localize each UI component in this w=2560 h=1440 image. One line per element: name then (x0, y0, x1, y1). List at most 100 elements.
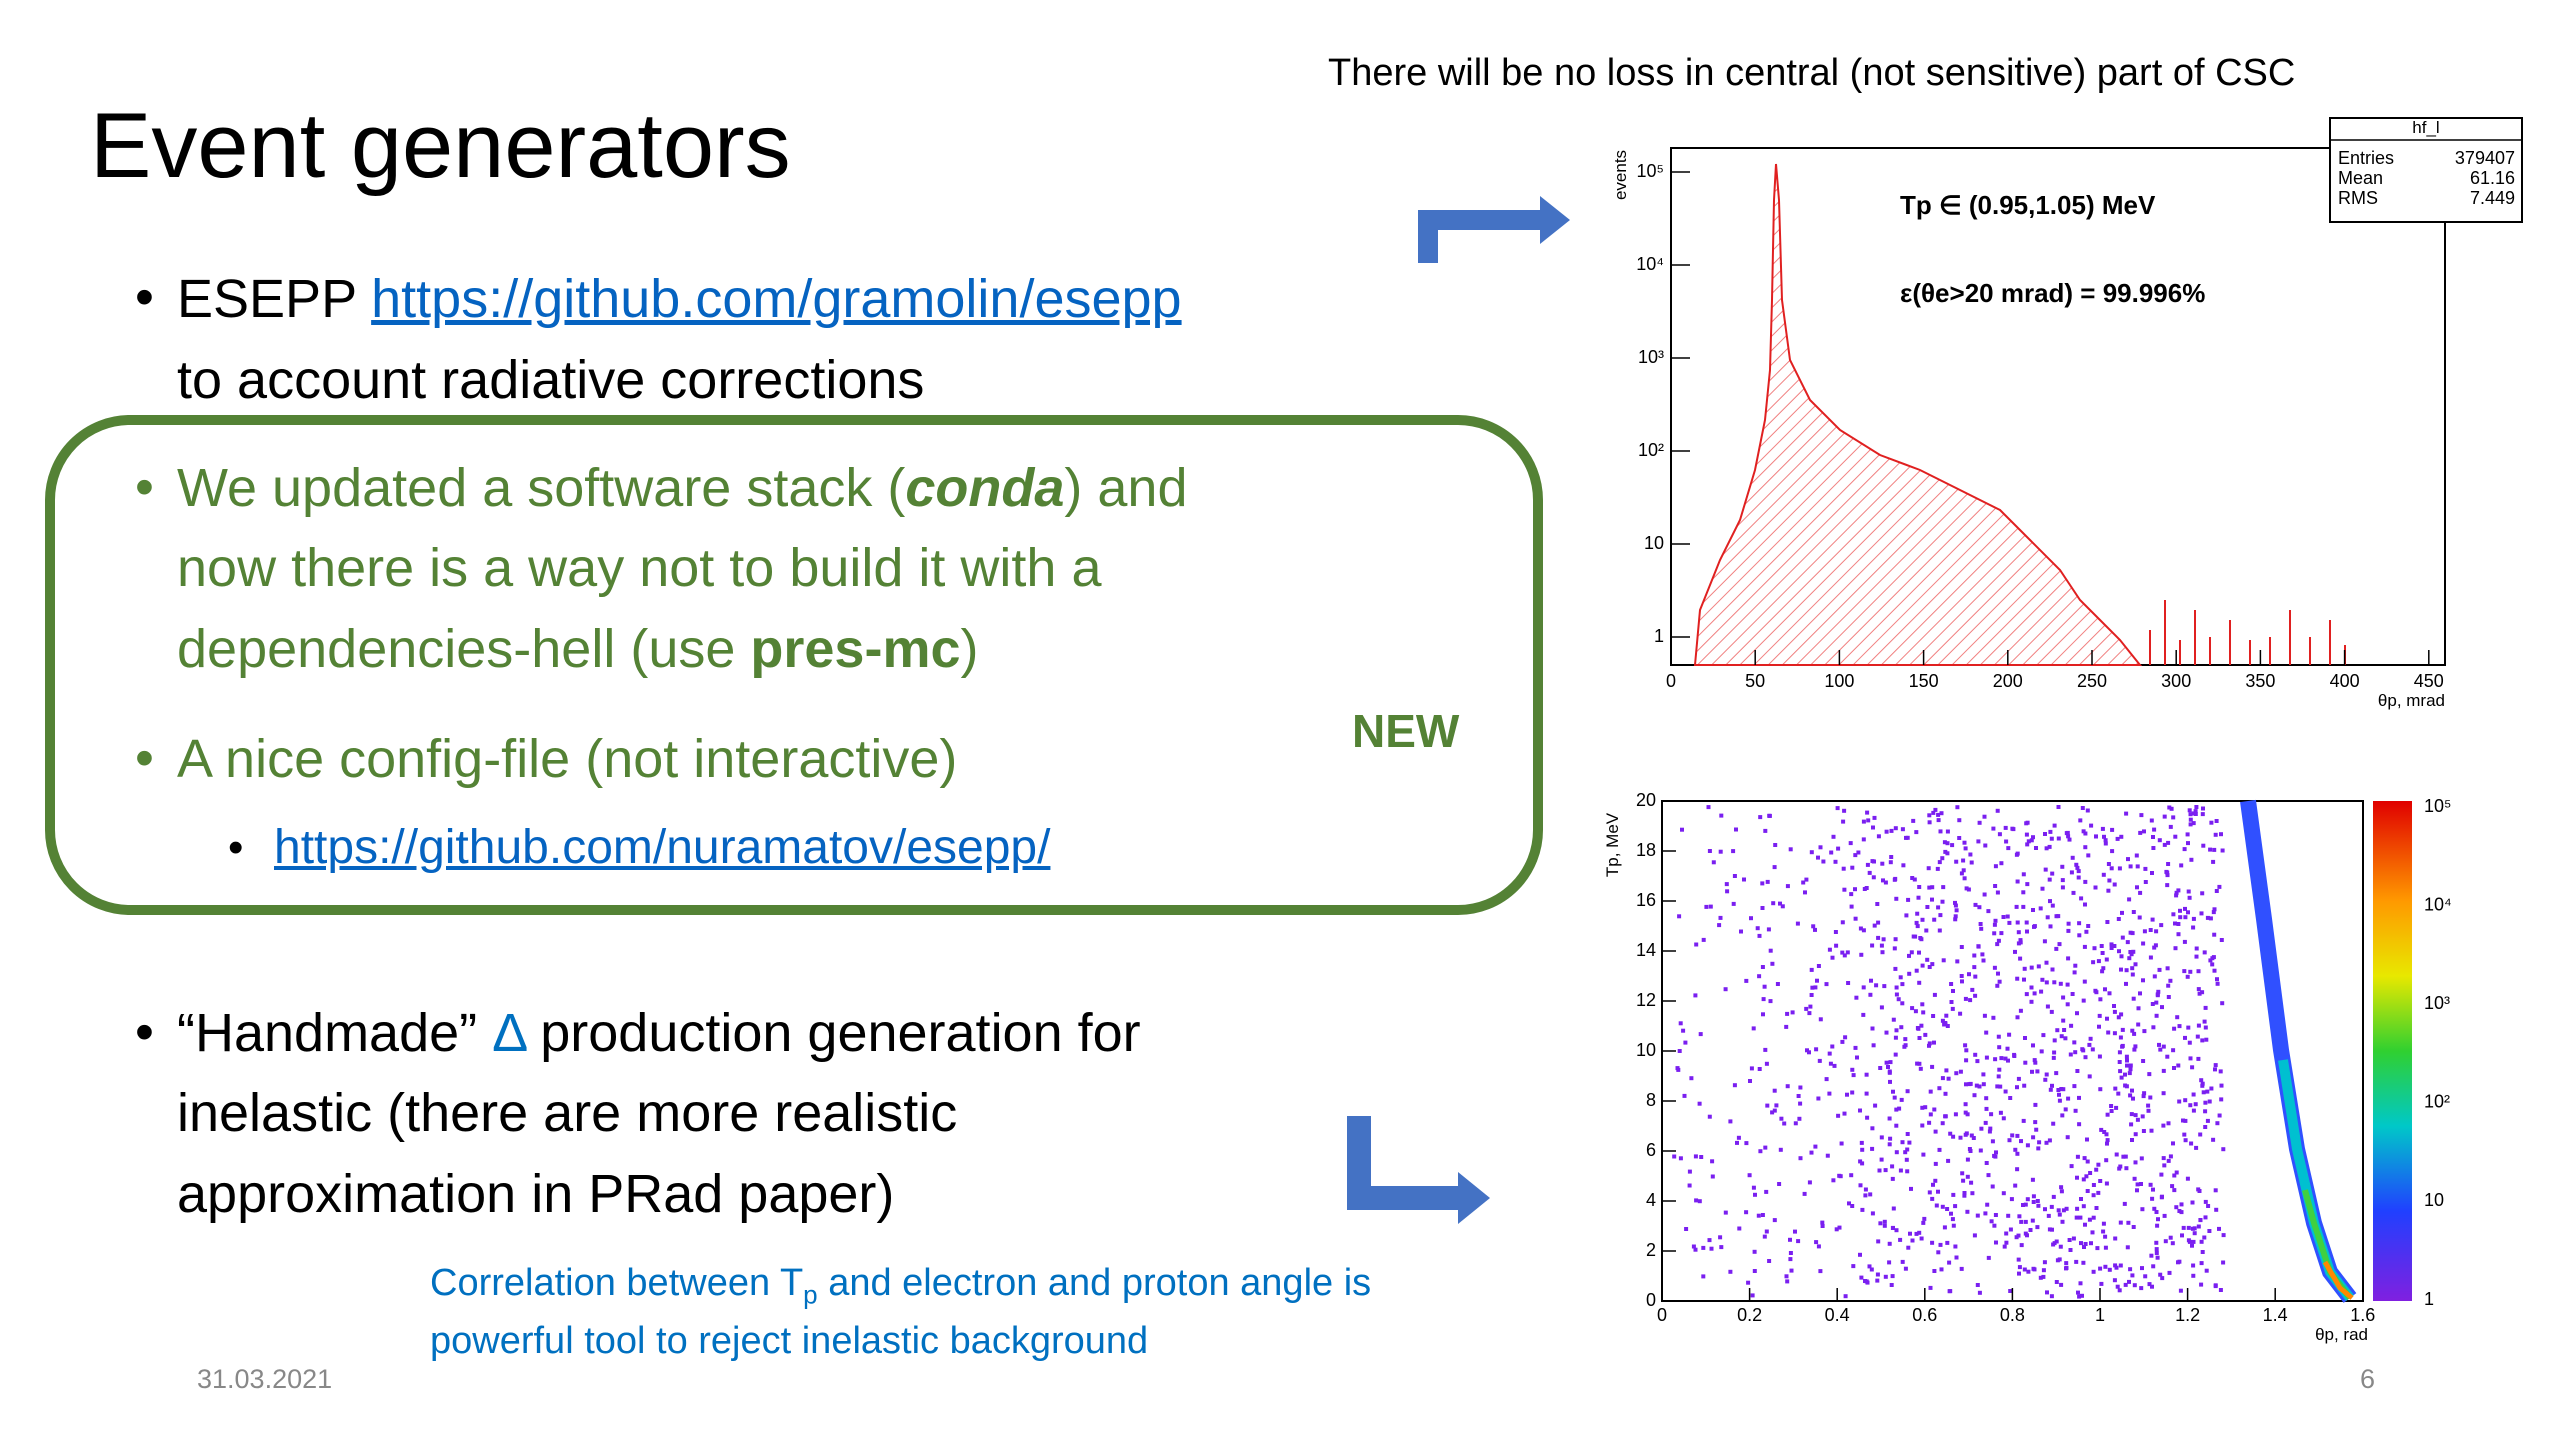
scatter-point (2157, 838, 2162, 843)
scatter-point (2219, 938, 2224, 942)
scatter-point (2172, 1066, 2176, 1070)
scatter-point (1932, 917, 1937, 922)
scatter-point (1999, 931, 2004, 936)
scatter-point (1731, 901, 1736, 906)
scatter-point (2171, 1048, 2176, 1053)
scatter-point (2025, 929, 2029, 934)
scatter-point (1858, 1108, 1862, 1113)
scatter-point (1905, 1089, 1910, 1094)
scatter-point (1975, 1059, 1980, 1064)
scatter-point (1693, 1154, 1698, 1159)
scatter-point (1772, 865, 1777, 870)
scatter-point (1728, 1269, 1733, 1274)
arrow-head (1540, 196, 1570, 244)
scatter-point (1978, 922, 1983, 926)
scatter-point (1870, 1211, 1875, 1216)
scatter-point (2124, 981, 2128, 986)
scatter-point (2075, 1175, 2079, 1180)
scatter-point (1958, 1069, 1963, 1074)
scatter-point (2068, 1248, 2073, 1252)
scatter-point (2138, 991, 2142, 996)
scatter-point (1953, 917, 1958, 922)
scatter-point (1991, 826, 1996, 831)
scatter-point (2116, 1015, 2121, 1020)
scatter-point (2220, 1001, 2225, 1006)
link[interactable]: https://github.com/nuramatov/esepp/ (274, 821, 1051, 874)
scatter-point (1903, 1037, 1908, 1042)
scatter-point (1718, 849, 1723, 854)
scatter-point (2008, 1227, 2013, 1232)
scatter-point (2151, 1187, 2155, 1192)
scatter-point (1691, 1244, 1696, 1249)
scatter-point (2130, 1028, 2135, 1033)
scatter-point (2208, 916, 2213, 921)
scatter-point (1921, 1152, 1926, 1157)
scatter-point (2096, 959, 2101, 964)
scatter-point (2201, 1090, 2206, 1095)
scatter-point (1898, 1168, 1903, 1173)
scatter-point (1943, 1091, 1948, 1096)
scatter-point (2098, 1087, 2103, 1092)
scatter-point (1793, 1121, 1798, 1126)
scatter-point (2196, 1187, 2201, 1192)
scatter-point (2049, 836, 2054, 841)
histogram-tail (2149, 600, 2346, 665)
scatter-point (1839, 1141, 1844, 1146)
scatter-point (1894, 896, 1899, 901)
tick-label: 0.8 (2000, 1305, 2025, 1325)
scatter-point (2032, 1058, 2037, 1063)
scatter-point (1917, 1230, 1922, 1235)
scatter-point (1986, 1255, 1991, 1260)
scatter-point (1894, 1107, 1899, 1112)
scatter-point (2136, 1022, 2141, 1027)
scatter-point (2109, 1104, 2114, 1108)
text: conda (905, 458, 1065, 518)
scatter-point (2154, 1013, 2159, 1018)
scatter-point (1979, 926, 1984, 931)
scatter-point (2161, 1156, 2166, 1161)
scatter-point (2188, 969, 2193, 974)
x-axis-label: θp, rad (2315, 1325, 2368, 1344)
scatter-point (2149, 1253, 2154, 1258)
scatter-point (1989, 1219, 1994, 1224)
tick-label: 10² (2424, 1092, 2450, 1112)
scatter-point (1831, 834, 1836, 839)
scatter-point (1833, 859, 1838, 864)
scatter-point (1734, 827, 1738, 832)
scatter-point (1961, 868, 1966, 873)
scatter-point (1968, 998, 1973, 1003)
scatter-point (1742, 877, 1746, 882)
link[interactable]: https://github.com/gramolin/esepp (371, 269, 1182, 329)
scatter-point (2091, 1193, 2096, 1198)
scatter-point (1861, 1012, 1866, 1017)
scatter-point (2123, 1072, 2127, 1077)
scatter-point (2107, 991, 2112, 996)
scatter-point (2152, 974, 2157, 979)
scatter-point (1793, 1229, 1797, 1234)
scatter-point (1894, 1150, 1899, 1155)
scatter-point (2013, 1183, 2018, 1188)
tick-label: 10⁴ (2424, 894, 2452, 914)
scatter-point (1863, 1279, 1867, 1283)
scatter-point (1998, 1084, 2003, 1089)
scatter-point (1842, 808, 1847, 813)
scatter-point (2107, 878, 2112, 883)
scatter-point (2205, 915, 2210, 920)
scatter-point (2148, 928, 2153, 932)
scatter-point (1905, 1147, 1910, 1152)
scatter-point (2110, 827, 2115, 832)
scatter-point (1973, 974, 1978, 979)
scatter-point (2021, 872, 2026, 877)
scatter-point (2087, 1074, 2092, 1079)
scatter-point (1884, 1030, 1889, 1035)
scatter-point (1943, 1021, 1948, 1025)
scatter-point (2070, 855, 2075, 860)
scatter-point (2177, 1024, 2182, 1029)
scatter-point (2167, 805, 2172, 810)
scatter-point (2217, 1113, 2222, 1118)
scatter-point (1853, 916, 1858, 921)
scatter-point (1810, 985, 1815, 990)
x-axis-label: θp, mrad (2378, 691, 2445, 710)
scatter-point (1925, 905, 1930, 909)
scatter-point (1973, 993, 1978, 998)
